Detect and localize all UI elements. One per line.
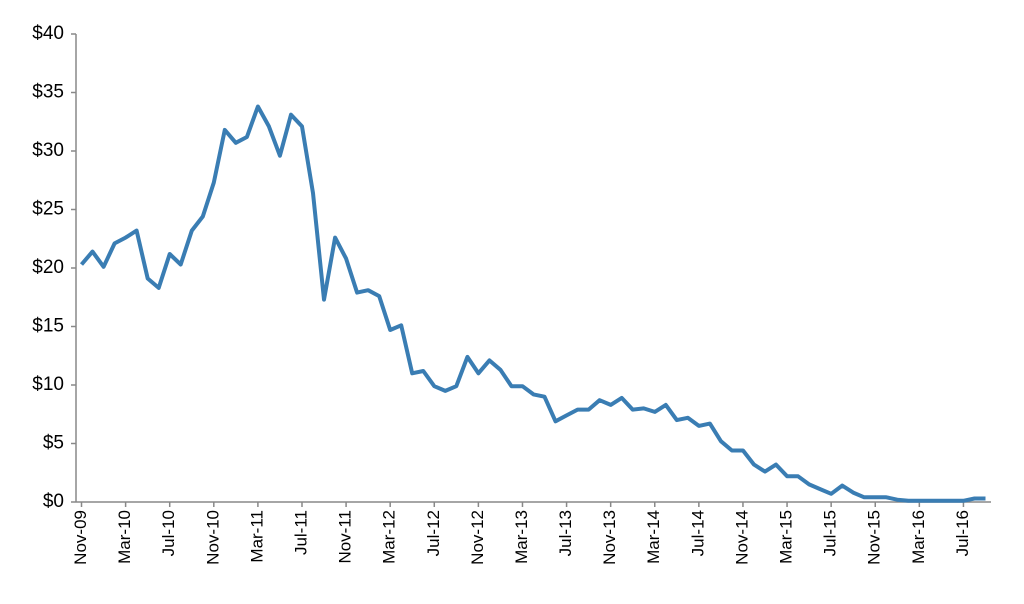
line-series [79,104,986,503]
x-tick-label: Jul-15 [821,510,840,556]
x-tick-label: Nov-12 [468,510,487,565]
x-tick-label: Jul-14 [688,510,707,556]
x-tick-label: Jul-10 [159,510,178,556]
x-tick-label: Mar-13 [512,510,531,564]
y-tick-label: $20 [32,257,64,278]
y-tick-label: $0 [43,491,64,512]
x-tick-label: Mar-12 [380,510,399,564]
y-tick-label: $10 [32,374,64,395]
x-tick-label: Nov-11 [336,510,355,564]
x-tick-label: Mar-14 [644,510,663,564]
y-tick-label: $35 [32,82,64,103]
x-tick-label: Mar-10 [115,510,134,564]
y-tick-label: $25 [32,199,64,220]
y-tick-label: $5 [43,433,64,454]
y-tick-label: $40 [32,23,64,44]
x-tick-label: Mar-16 [909,510,928,564]
x-tick-label: Nov-13 [600,510,619,565]
x-tick-label: Nov-14 [732,510,751,565]
x-tick-label: Mar-15 [777,510,796,564]
y-tick-label: $30 [32,140,64,161]
x-tick-label: Nov-09 [71,510,90,565]
x-tick-label: Jul-13 [556,510,575,556]
x-tick-label: Jul-16 [953,510,972,556]
x-tick-label: Jul-11 [291,510,310,555]
x-tick-label: Nov-15 [865,510,884,565]
x-tick-label: Jul-12 [424,510,443,556]
x-tick-label: Mar-11 [247,510,266,563]
x-tick-label: Nov-10 [203,510,222,565]
y-tick-label: $15 [32,316,64,337]
